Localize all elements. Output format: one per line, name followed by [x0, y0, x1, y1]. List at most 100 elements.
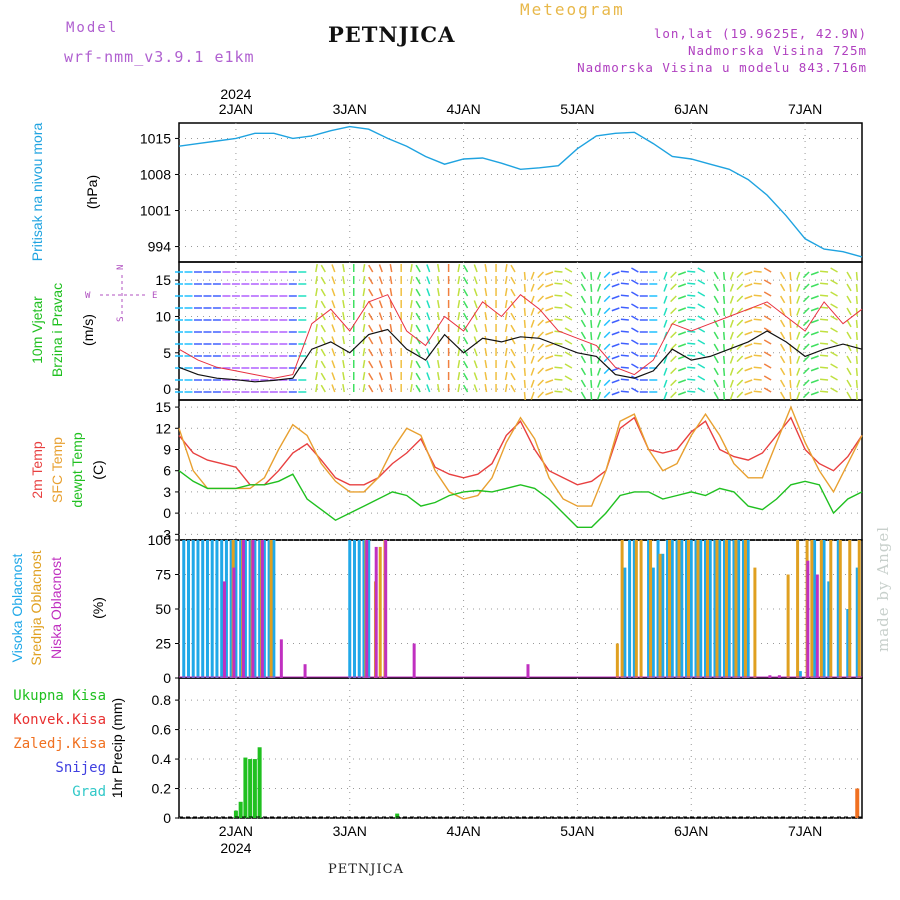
- high-cloud-bar: [352, 540, 356, 678]
- low-cloud-bar: [412, 643, 416, 678]
- elevation-text: Nadmorska Visina 725m: [687, 43, 867, 58]
- wind-arrow: [342, 323, 346, 333]
- wind-arrow: [697, 339, 706, 345]
- wind-arrow: [697, 315, 706, 321]
- wind-arrow: [677, 283, 687, 288]
- wind-arrow: [457, 287, 461, 297]
- wind-arrow: [697, 363, 706, 369]
- wind-arrow: [789, 331, 792, 341]
- wind-arrow: [670, 307, 677, 315]
- compass-w: W: [85, 291, 91, 301]
- mid-cloud-bar: [687, 540, 691, 678]
- wind-arrow: [810, 343, 819, 348]
- total-precip-bar: [238, 801, 243, 818]
- wind-arrow: [620, 342, 629, 345]
- mid-cloud-bar: [786, 574, 790, 678]
- wind-arrow: [670, 355, 677, 363]
- high-cloud-bar: [628, 540, 632, 678]
- wind-arrow: [462, 312, 469, 321]
- wind-arrow: [554, 378, 563, 381]
- high-cloud-bar: [699, 540, 703, 678]
- high-cloud-bar: [822, 540, 826, 678]
- wind-arrow: [315, 383, 318, 393]
- wind-arrow: [736, 295, 744, 303]
- wind-arrow: [713, 391, 719, 400]
- wind-arrow: [713, 283, 719, 292]
- wind-arrows: [175, 263, 858, 401]
- wind-arrow: [753, 342, 762, 345]
- high-cloud-bar: [680, 540, 684, 678]
- wind-arrow: [523, 379, 526, 389]
- mid-cloud-ylabel: Srednja Oblacnost: [28, 550, 44, 665]
- wind-arrow: [729, 379, 734, 388]
- wind-arrow: [436, 275, 440, 285]
- precip-ytick-label: 0.4: [152, 751, 172, 767]
- wind-arrow: [620, 306, 629, 309]
- wind-arrow: [722, 379, 726, 389]
- wind-arrow: [729, 307, 734, 316]
- wind-arrow: [697, 351, 706, 357]
- wind-arrow: [320, 360, 326, 369]
- wind-arrow: [537, 355, 545, 363]
- wind-arrow: [580, 307, 587, 316]
- lonlat-text: lon,lat (19.9625E, 42.9N): [653, 26, 867, 41]
- wind-arrow: [810, 295, 819, 300]
- mid-cloud-bar: [649, 540, 653, 678]
- mid-cloud-bar: [658, 553, 662, 678]
- high-cloud-bar: [632, 540, 636, 678]
- wind-arrow: [504, 371, 508, 381]
- legend-hail: Grad: [72, 784, 106, 800]
- wind-arrow: [473, 300, 478, 309]
- wind-arrow: [315, 359, 318, 369]
- wind-arrow: [713, 331, 719, 340]
- wind-arrow: [436, 299, 440, 309]
- wind-arrow: [362, 299, 366, 309]
- wind-arrow: [545, 391, 554, 396]
- precip-ytick-label: 0.2: [152, 781, 172, 797]
- wind-arrow: [462, 300, 469, 309]
- wind-arrow: [368, 288, 374, 297]
- wind-arrow: [789, 283, 792, 293]
- wind-arrow: [342, 359, 346, 369]
- wind-arrow: [378, 288, 383, 297]
- wind-arrow: [504, 323, 508, 333]
- wind-arrow: [331, 276, 336, 285]
- wind-arrow: [510, 324, 516, 333]
- wind-arrow: [670, 367, 677, 375]
- wind-arrow: [554, 294, 563, 297]
- wind-arrow: [368, 300, 374, 309]
- wind-arrow: [620, 270, 629, 273]
- wind-arrow: [620, 318, 629, 321]
- high-cloud-bar: [253, 540, 257, 678]
- wind-arrow: [436, 311, 440, 321]
- wind-arrow: [537, 283, 545, 291]
- wind-arrow: [580, 283, 587, 292]
- wind-arrow: [802, 367, 810, 375]
- wind-arrow: [315, 323, 318, 333]
- wind-arrow: [389, 359, 393, 369]
- wind-arrow: [510, 348, 516, 357]
- wind-arrow: [426, 360, 431, 369]
- wind-arrow: [484, 311, 488, 321]
- wind-arrow: [409, 275, 413, 285]
- wind-arrow: [663, 379, 668, 388]
- wind-arrow: [436, 383, 440, 393]
- wind-arrow: [810, 319, 819, 324]
- wind-arrow: [670, 379, 677, 387]
- pressure-ytick-label: 1015: [140, 130, 171, 146]
- wind-arrow: [779, 367, 786, 376]
- high-cloud-bar: [647, 540, 651, 678]
- mid-cloud-bar: [819, 540, 823, 678]
- wind-arrow: [530, 355, 535, 364]
- wind-arrow: [611, 391, 620, 396]
- wind-arrow: [530, 391, 535, 400]
- wind-arrow: [744, 295, 753, 300]
- wind-arrow: [523, 343, 526, 353]
- wind-arrow: [484, 347, 488, 357]
- cloud-ytick-label: 100: [148, 532, 172, 548]
- wind-arrow: [545, 319, 554, 324]
- high-cloud-bar: [220, 540, 224, 678]
- wind-arrow: [611, 295, 620, 300]
- gust-line: [178, 294, 863, 379]
- precip-ytick-label: 0.8: [152, 692, 172, 708]
